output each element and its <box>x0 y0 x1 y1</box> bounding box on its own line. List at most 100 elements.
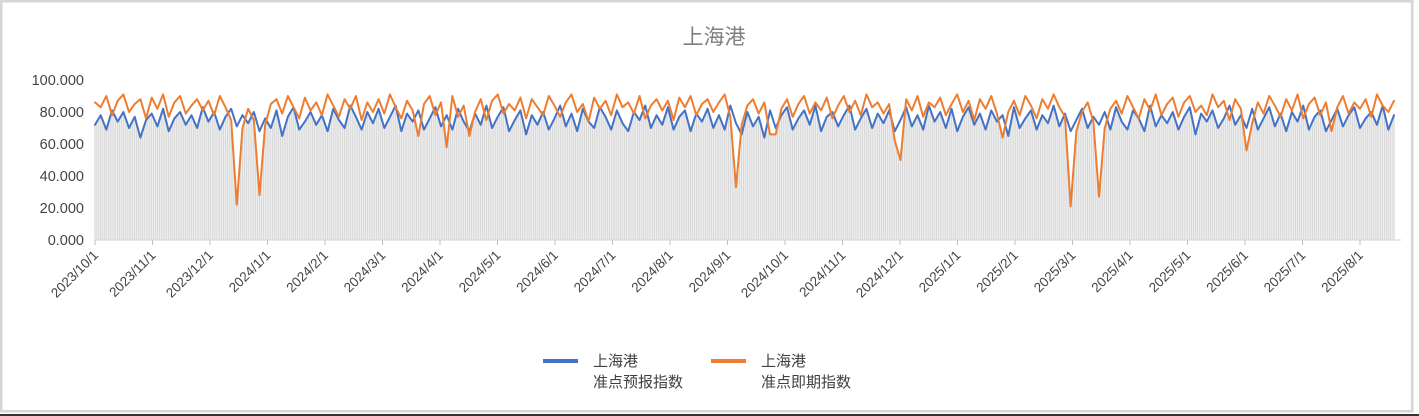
dropline <box>1003 129 1006 240</box>
dropline <box>563 119 565 240</box>
dropline <box>742 126 745 240</box>
dropline <box>663 118 665 240</box>
dropline <box>432 110 435 240</box>
dropline <box>820 131 822 240</box>
dropline <box>221 125 223 240</box>
dropline <box>1342 126 1344 240</box>
dropline <box>602 113 605 240</box>
dropline <box>1113 114 1115 240</box>
dropline <box>1253 116 1255 240</box>
dropline <box>485 120 488 240</box>
dropline <box>532 118 535 240</box>
dropline <box>750 121 752 240</box>
dropline <box>203 112 206 240</box>
dropline <box>1242 122 1244 240</box>
dropline <box>894 140 896 240</box>
dropline <box>1105 121 1108 240</box>
dropline <box>786 107 788 240</box>
dropline <box>239 153 242 240</box>
dropline <box>914 118 917 240</box>
dropline <box>608 125 610 240</box>
dropline <box>635 114 637 240</box>
dropline <box>1209 114 1212 240</box>
dropline <box>1043 117 1045 240</box>
dropline <box>1208 117 1210 240</box>
dropline <box>1232 118 1234 240</box>
dropline <box>342 125 344 240</box>
dropline <box>171 122 174 240</box>
dropline <box>1185 113 1187 240</box>
dropline <box>688 124 690 240</box>
dropline <box>101 120 104 240</box>
dropline <box>281 136 283 240</box>
dropline <box>937 115 939 240</box>
dropline <box>618 114 620 240</box>
dropline <box>746 112 749 240</box>
dropline <box>1338 114 1340 240</box>
dropline <box>1100 173 1102 240</box>
dropline <box>317 121 319 240</box>
dropline <box>1134 113 1136 240</box>
dropline <box>506 123 508 240</box>
dropline <box>260 171 263 240</box>
dropline <box>353 113 355 240</box>
dropline <box>684 110 686 240</box>
dropline <box>1329 123 1331 240</box>
dropline <box>555 114 558 240</box>
dropline <box>332 108 334 240</box>
dropline <box>489 120 491 240</box>
dropline <box>228 115 230 240</box>
dropline <box>1221 121 1223 240</box>
dropline <box>1364 118 1367 240</box>
dropline <box>540 116 542 240</box>
dropline <box>536 124 539 240</box>
dropline <box>1020 124 1023 240</box>
dropline <box>841 118 843 240</box>
dropline <box>434 115 437 240</box>
legend-item-series1[interactable]: 上海港 准点预报指数 <box>543 353 683 391</box>
dropline <box>947 121 949 240</box>
dropline <box>134 116 136 240</box>
dropline <box>922 129 924 240</box>
dropline <box>1321 117 1323 240</box>
dropline <box>638 120 641 240</box>
dropline <box>1115 107 1117 240</box>
series1-line <box>94 104 1395 139</box>
dropline <box>612 123 614 240</box>
dropline <box>1026 115 1028 240</box>
dropline <box>1189 107 1191 240</box>
dropline <box>1130 116 1132 240</box>
dropline <box>699 118 701 240</box>
dropline <box>457 116 459 240</box>
dropline <box>145 120 147 240</box>
dropline <box>427 122 429 240</box>
dropline <box>1293 115 1295 240</box>
dropline <box>351 109 353 240</box>
legend-item-series2[interactable]: 上海港 准点即期指数 <box>711 353 851 391</box>
dropline <box>132 120 134 240</box>
dropline <box>364 117 367 240</box>
dropline <box>340 122 342 240</box>
x-tick-label: 2024/10/1 <box>738 248 791 301</box>
dropline <box>672 129 675 240</box>
dropline <box>831 118 834 240</box>
dropline <box>1302 118 1304 240</box>
dropline <box>559 116 561 240</box>
dropline <box>417 136 419 240</box>
dropline <box>933 121 936 240</box>
dropline <box>1357 121 1359 240</box>
dropline <box>1088 124 1091 240</box>
dropline <box>198 121 200 240</box>
dropline <box>436 113 438 240</box>
dropline <box>952 116 955 240</box>
dropline <box>710 121 713 240</box>
dropline <box>761 130 764 240</box>
dropline <box>778 119 781 240</box>
dropline <box>1383 113 1386 240</box>
dropline <box>619 118 622 240</box>
dropline <box>135 123 138 240</box>
dropline <box>1238 118 1240 240</box>
dropline <box>1234 124 1236 240</box>
dropline <box>446 147 448 240</box>
dropline <box>1083 115 1085 240</box>
